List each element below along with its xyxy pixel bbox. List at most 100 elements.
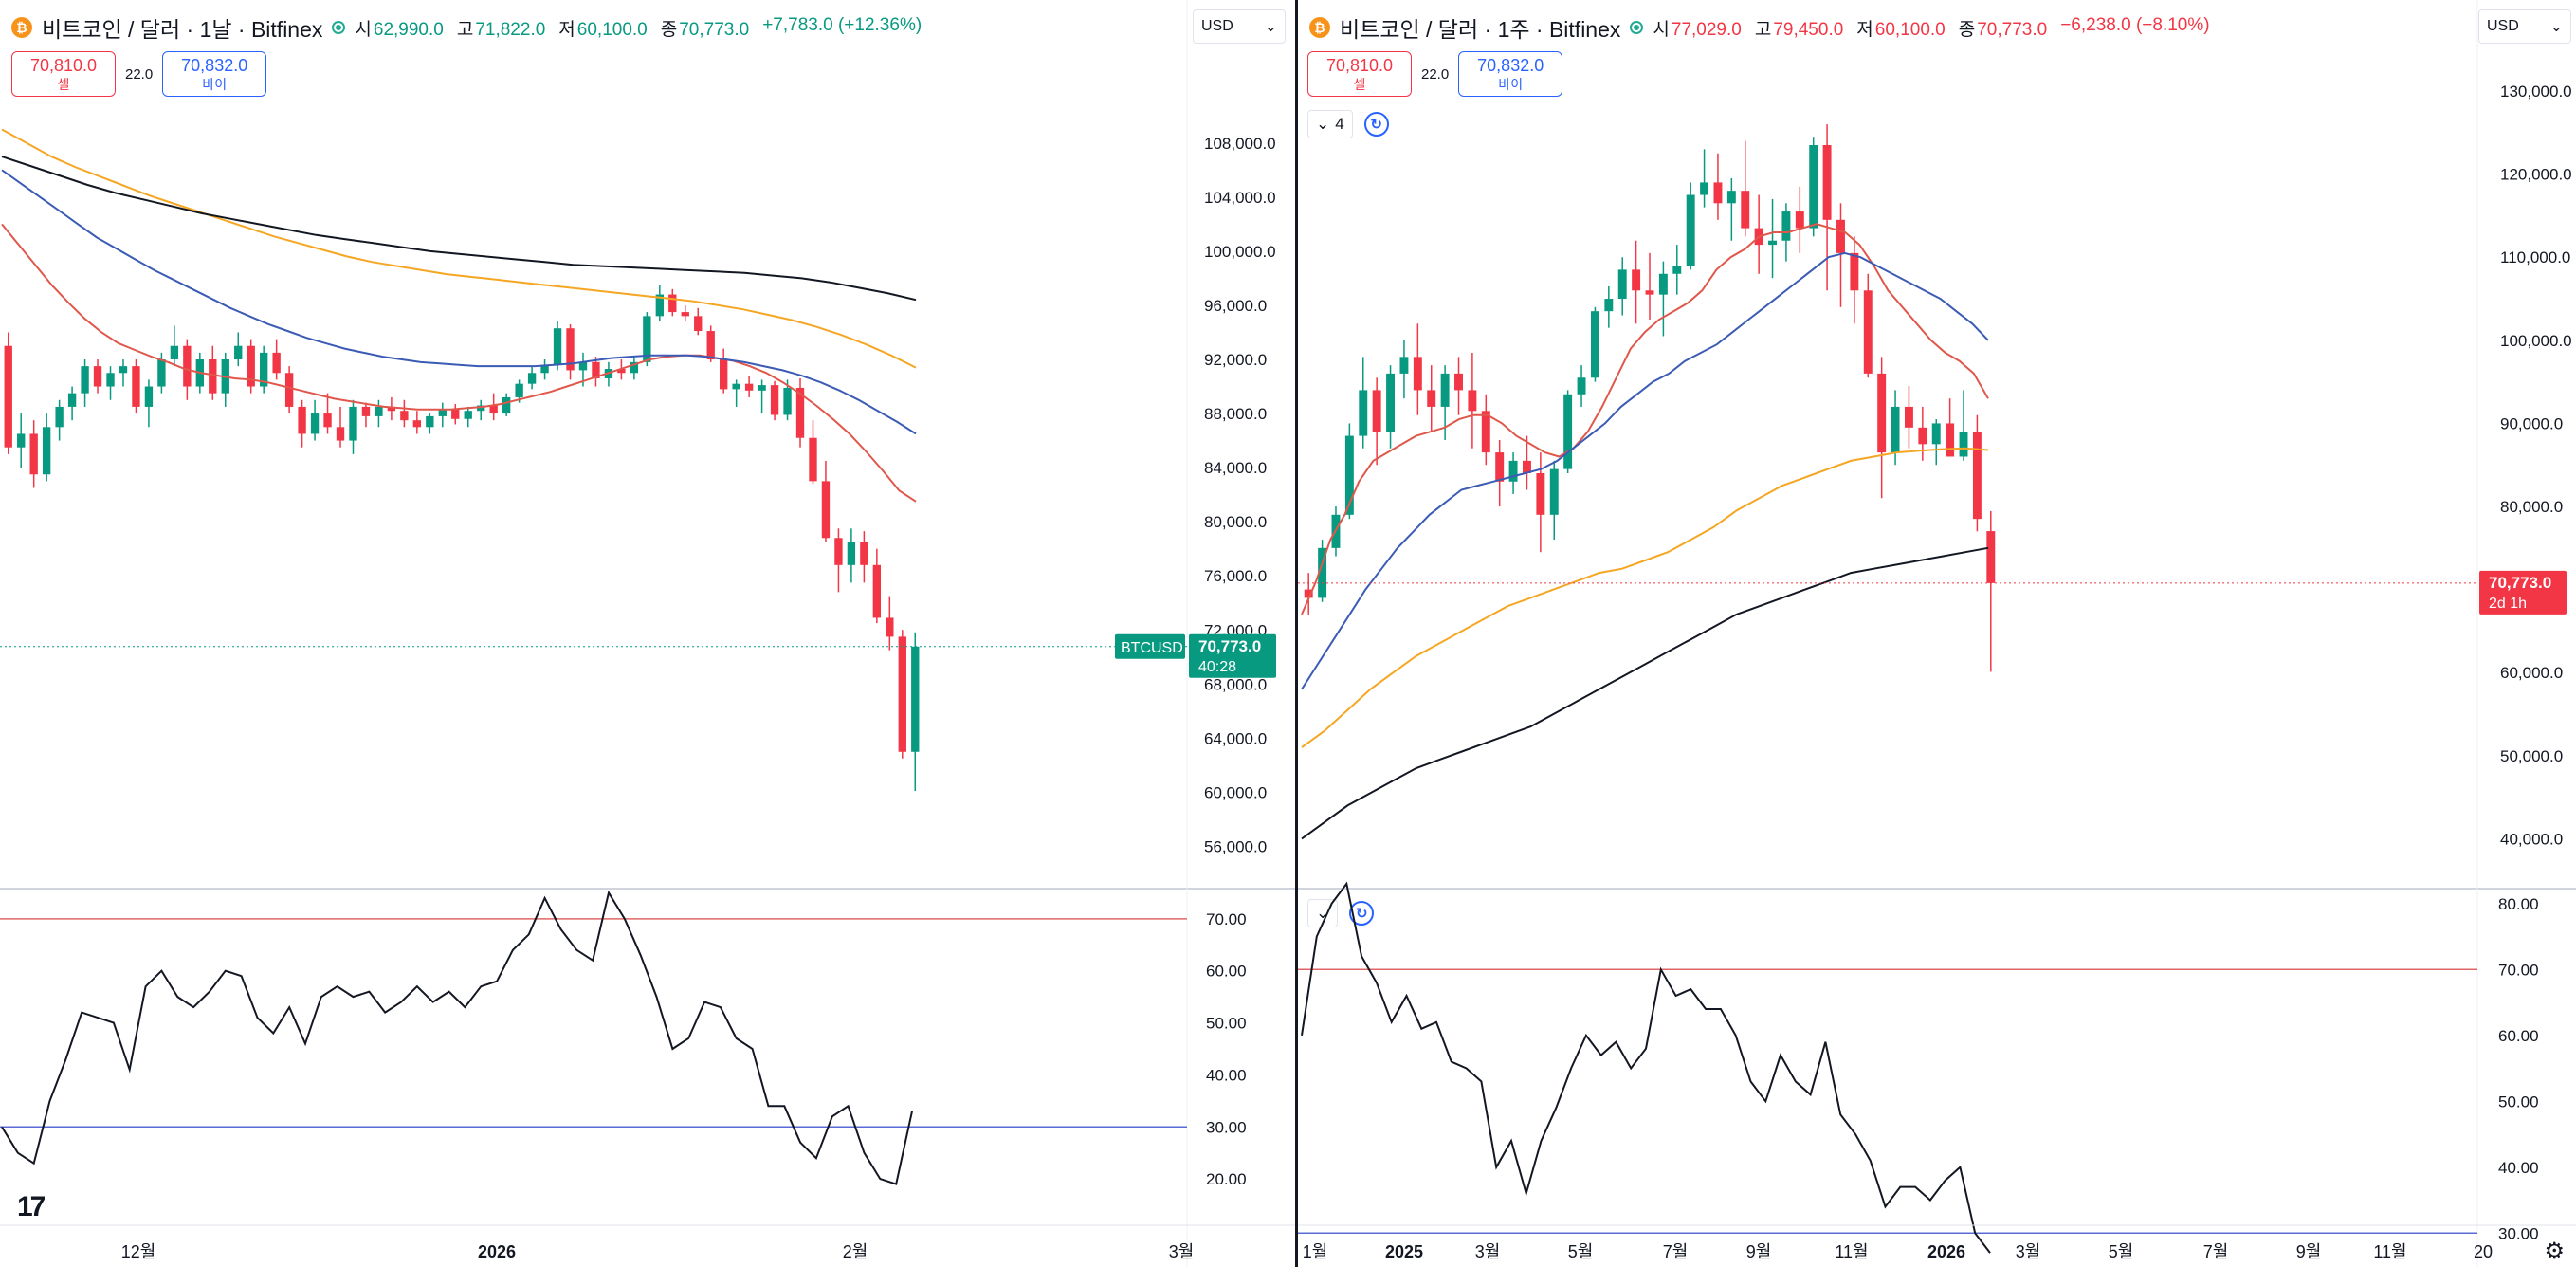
time-axis-label: 7월: [1663, 1242, 1689, 1261]
candle-body: [1672, 266, 1682, 274]
price-axis-label: 60,000.0: [1204, 783, 1267, 801]
price-axis-label: 108,000.0: [1204, 135, 1276, 153]
candle-body: [706, 331, 715, 359]
rsi-collapse-toggle[interactable]: ⌄: [1307, 899, 1339, 927]
sell-button[interactable]: 70,810.0 셀: [11, 51, 116, 97]
price-axis-label: 50,000.0: [2500, 747, 2563, 765]
indicator-controls: ⌄ 4 ↻: [1307, 110, 1389, 138]
rsi-axis-label: 80.00: [2498, 895, 2539, 913]
settings-gear-icon[interactable]: ⚙: [2544, 1239, 2565, 1264]
last-price-value: 70,773.0: [1198, 637, 1261, 655]
low-value: 60,100.0: [576, 19, 648, 40]
buy-button[interactable]: 70,832.0 바이: [162, 51, 267, 97]
candle-body: [1986, 531, 1996, 583]
price-axis-label: 110,000.0: [2500, 248, 2570, 266]
candle-body: [1481, 411, 1490, 453]
time-axis-label: 9월: [1746, 1242, 1772, 1261]
candle-body: [1741, 191, 1750, 229]
candle-body: [1931, 423, 1941, 445]
candle-body: [67, 393, 77, 407]
candle-body: [1768, 240, 1777, 246]
time-axis-label: 3월: [1169, 1242, 1195, 1261]
chevron-down-icon: ⌄: [1316, 904, 1330, 922]
left-symbol-title[interactable]: 비트코인 / 달러 · 1날 · Bitfinex: [42, 17, 323, 42]
price-axis-label: 64,000.0: [1204, 729, 1267, 747]
candle-body: [527, 373, 537, 384]
time-axis-label: 20: [2474, 1242, 2493, 1261]
right-currency-select[interactable]: USD ⌄: [2478, 9, 2571, 44]
last-price-badge: [2479, 570, 2567, 615]
candle-body: [643, 316, 651, 362]
open-label: 시: [355, 19, 372, 40]
high-label: 고: [1754, 19, 1772, 40]
price-axis-label: 104,000.0: [1204, 189, 1276, 207]
candle-body: [1795, 211, 1804, 229]
candle-body: [1318, 547, 1327, 598]
tradingview-logo[interactable]: 17: [17, 1191, 46, 1222]
rsi-controls: ⌄ ↻: [1307, 899, 1375, 927]
right-ohlc: 시 77,029.0 고 79,450.0 저 60,100.0 종 70,773.0 …: [1653, 15, 2209, 41]
sell-button[interactable]: 70,810.0 셀: [1307, 51, 1412, 97]
candle-body: [668, 294, 677, 313]
candle-body: [349, 406, 357, 441]
candle-body: [630, 361, 639, 374]
low-label: 저: [1856, 19, 1873, 40]
left-currency-select[interactable]: USD ⌄: [1193, 9, 1286, 44]
price-axis-label: 72,000.0: [1204, 621, 1267, 639]
candle-body: [323, 413, 332, 428]
ema-slow-line: [1, 128, 917, 369]
time-axis-label: 3월: [1475, 1242, 1501, 1261]
market-open-indicator: [1630, 21, 1644, 34]
ema-fast-line: [1301, 223, 1989, 615]
candle-body: [361, 406, 371, 416]
close-value: 70,773.0: [1977, 19, 2048, 40]
last-price-countdown: 40:28: [1198, 659, 1236, 675]
candle-body: [387, 406, 396, 412]
candle-body: [195, 359, 204, 387]
right-chart-canvas: 130,000.0 120,000.0 110,000.0 100,000.0 90,0…: [1298, 0, 2576, 1267]
low-label: 저: [558, 19, 575, 40]
candle-body: [81, 366, 89, 394]
last-price-value: 70,773.0: [2489, 574, 2551, 592]
candle-body: [744, 383, 754, 391]
candle-body: [42, 427, 51, 475]
indicators-toggle[interactable]: ⌄ 4: [1307, 110, 1353, 138]
right-symbol-title[interactable]: 비트코인 / 달러 · 1주 · Bitfinex: [1340, 17, 1621, 42]
candle-body: [1359, 390, 1368, 436]
currency-label: USD: [2487, 18, 2519, 34]
price-axis-label: 84,000.0: [1204, 459, 1267, 477]
candle-body: [834, 538, 843, 565]
rsi-axis-label: 70.00: [1206, 910, 1247, 928]
candle-body: [1617, 269, 1627, 300]
open-value: 62,990.0: [373, 19, 444, 40]
price-axis-label: 60,000.0: [2500, 664, 2563, 682]
rsi-axis-label: 50.00: [2498, 1093, 2539, 1111]
high-value: 79,450.0: [1773, 19, 1844, 40]
rsi-axis-label: 40.00: [1206, 1066, 1247, 1084]
time-axis-label: 11월: [2373, 1242, 2406, 1261]
candle-body: [617, 368, 626, 374]
candle-body: [1645, 290, 1654, 295]
candle-body: [1754, 228, 1763, 246]
candle-body: [809, 437, 817, 482]
change-value: +7,783.0 (+12.36%): [762, 14, 923, 35]
candle-body: [592, 361, 600, 378]
candle-body: [1590, 311, 1599, 378]
ema-slow-line: [1301, 447, 1989, 748]
sell-price: 70,810.0: [1325, 56, 1394, 75]
candle-body: [1850, 252, 1859, 291]
candle-body: [132, 366, 140, 407]
sync-icon[interactable]: ↻: [1349, 901, 1375, 926]
left-trade-buttons: 70,810.0 셀 22.0 70,832.0 바이: [11, 51, 267, 97]
rsi-line: [1301, 881, 1991, 1254]
candle-body: [144, 386, 154, 407]
time-axis-label: 3월: [2016, 1242, 2041, 1261]
buy-button[interactable]: 70,832.0 바이: [1458, 51, 1563, 97]
candle-body: [1700, 182, 1709, 195]
sync-icon[interactable]: ↻: [1363, 112, 1389, 137]
time-axis-label: 1월: [1303, 1242, 1328, 1261]
candle-body: [17, 433, 26, 448]
candle-body: [1972, 432, 1982, 520]
